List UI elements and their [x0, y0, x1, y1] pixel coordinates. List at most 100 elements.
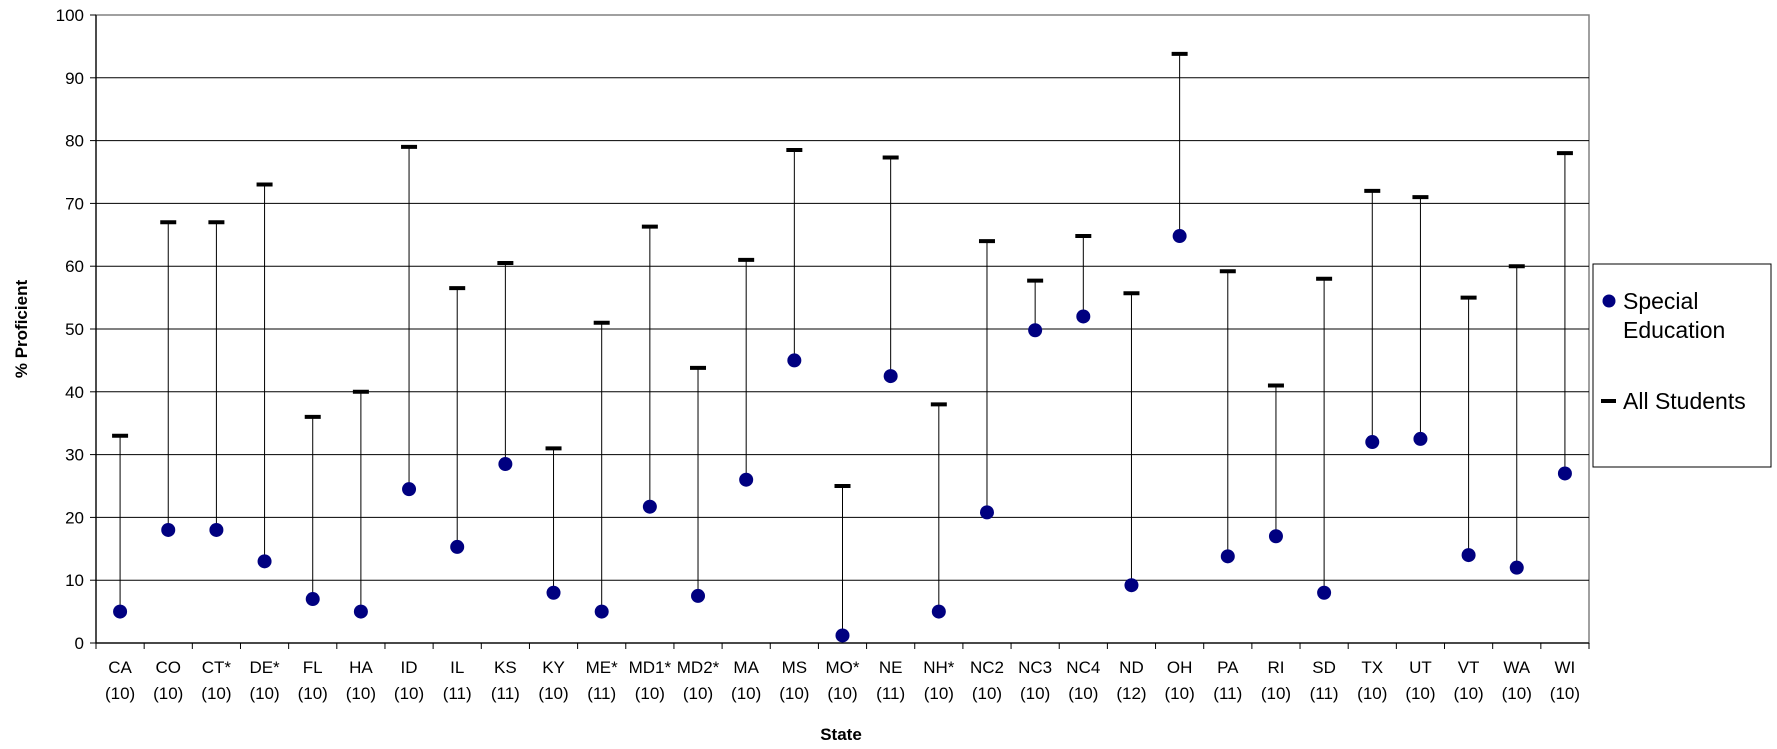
x-label-state-oh: OH — [1167, 658, 1193, 677]
y-tick-label-0: 0 — [75, 634, 84, 653]
special-education-point-nh — [931, 604, 946, 619]
special-education-point-ri — [1268, 529, 1283, 544]
special-education-point-ne — [883, 369, 898, 384]
y-tick-label-80: 80 — [65, 132, 84, 151]
x-label-grade-de: (10) — [249, 684, 279, 703]
x-label-state-il: IL — [450, 658, 464, 677]
special-education-point-ma — [739, 472, 754, 487]
special-education-point-me — [594, 604, 609, 619]
x-label-grade-co: (10) — [153, 684, 183, 703]
special-education-point-fl — [305, 592, 320, 607]
special-education-point-nc3 — [1028, 323, 1043, 338]
special-education-point-ca — [113, 604, 128, 619]
x-label-grade-ky: (10) — [538, 684, 568, 703]
x-axis: CA (10) CO (10) CT* (10) DE* (10) FL (10) HA (10) ID… — [95, 642, 1590, 703]
x-label-state-md2: MD2* — [677, 658, 720, 677]
special-education-point-wa — [1509, 560, 1524, 575]
x-label-state-nh: NH* — [923, 658, 955, 677]
y-tick-label-50: 50 — [65, 320, 84, 339]
special-education-point-de — [257, 554, 272, 569]
special-education-point-md2 — [691, 588, 706, 603]
x-label-grade-me: (11) — [587, 684, 616, 703]
x-label-state-ne: NE — [879, 658, 903, 677]
x-label-state-id: ID — [401, 658, 418, 677]
special-education-point-oh — [1172, 229, 1187, 244]
y-tick-label-70: 70 — [65, 194, 84, 213]
y-axis: 0 10 20 30 40 50 60 70 80 90 100 — [56, 6, 97, 653]
x-label-grade-mo: (10) — [827, 684, 857, 703]
x-label-state-ks: KS — [494, 658, 517, 677]
legend: Special Education All Students — [1592, 263, 1772, 468]
data-marks — [112, 51, 1573, 643]
special-education-point-ha — [353, 604, 368, 619]
y-tick-label-90: 90 — [65, 69, 84, 88]
special-education-point-ct — [209, 522, 224, 537]
x-label-grade-nh: (10) — [924, 684, 954, 703]
special-education-point-id — [402, 482, 417, 497]
x-label-state-md1: MD1* — [629, 658, 672, 677]
special-education-point-nc4 — [1076, 309, 1091, 324]
special-education-point-sd — [1317, 585, 1332, 600]
x-label-grade-ha: (10) — [346, 684, 376, 703]
x-label-grade-fl: (10) — [298, 684, 328, 703]
x-label-state-vt: VT — [1458, 658, 1480, 677]
special-education-point-md1 — [642, 499, 657, 514]
x-label-state-co: CO — [155, 658, 181, 677]
x-label-grade-il: (11) — [443, 684, 472, 703]
special-education-point-ut — [1413, 431, 1428, 446]
x-label-state-nd: ND — [1119, 658, 1144, 677]
x-label-grade-nc2: (10) — [972, 684, 1002, 703]
x-label-grade-ne: (11) — [876, 684, 905, 703]
y-tick-label-40: 40 — [65, 383, 84, 402]
x-label-grade-tx: (10) — [1357, 684, 1387, 703]
x-label-state-ut: UT — [1409, 658, 1432, 677]
x-label-grade-nc4: (10) — [1068, 684, 1098, 703]
legend-label-special-education-line1: Special — [1623, 288, 1698, 314]
x-axis-title: State — [820, 725, 862, 744]
x-label-state-ma: MA — [733, 658, 759, 677]
special-education-point-il — [450, 539, 465, 554]
x-label-grade-oh: (10) — [1165, 684, 1195, 703]
y-axis-title: % Proficient — [12, 280, 31, 379]
x-label-grade-nc3: (10) — [1020, 684, 1050, 703]
x-label-grade-ct: (10) — [201, 684, 231, 703]
x-label-state-ri: RI — [1267, 658, 1284, 677]
x-label-state-sd: SD — [1312, 658, 1336, 677]
x-label-state-wi: WI — [1555, 658, 1576, 677]
special-education-point-pa — [1220, 549, 1235, 564]
legend-label-special-education: Special Education — [1623, 288, 1725, 343]
special-education-point-nc2 — [979, 505, 994, 520]
x-label-grade-md1: (10) — [635, 684, 665, 703]
special-education-point-nd — [1124, 578, 1139, 593]
legend-box — [1592, 263, 1772, 468]
x-label-grade-ms: (10) — [779, 684, 809, 703]
x-label-state-nc2: NC2 — [970, 658, 1004, 677]
legend-label-special-education-line2: Education — [1623, 317, 1725, 343]
x-label-grade-sd: (11) — [1310, 684, 1339, 703]
special-education-point-vt — [1461, 548, 1476, 563]
y-tick-label-20: 20 — [65, 508, 84, 527]
special-education-point-wi — [1557, 466, 1572, 481]
x-label-state-ky: KY — [542, 658, 565, 677]
special-education-point-tx — [1365, 435, 1380, 450]
special-education-point-ky — [546, 585, 561, 600]
x-label-state-de: DE* — [249, 658, 280, 677]
x-label-state-ct: CT* — [202, 658, 232, 677]
x-label-state-fl: FL — [303, 658, 323, 677]
x-label-state-wa: WA — [1503, 658, 1530, 677]
x-label-state-mo: MO* — [826, 658, 860, 677]
legend-label-all-students: All Students — [1623, 388, 1746, 414]
x-label-state-tx: TX — [1361, 658, 1383, 677]
x-label-grade-pa: (11) — [1213, 684, 1242, 703]
special-education-point-ms — [787, 353, 802, 368]
x-label-state-ha: HA — [349, 658, 373, 677]
x-label-state-pa: PA — [1217, 658, 1239, 677]
x-label-grade-nd: (12) — [1116, 684, 1146, 703]
x-label-state-nc3: NC3 — [1018, 658, 1052, 677]
y-tick-label-100: 100 — [56, 6, 84, 25]
special-education-point-co — [161, 522, 176, 537]
x-label-grade-ri: (10) — [1261, 684, 1291, 703]
y-tick-label-30: 30 — [65, 446, 84, 465]
x-label-grade-id: (10) — [394, 684, 424, 703]
